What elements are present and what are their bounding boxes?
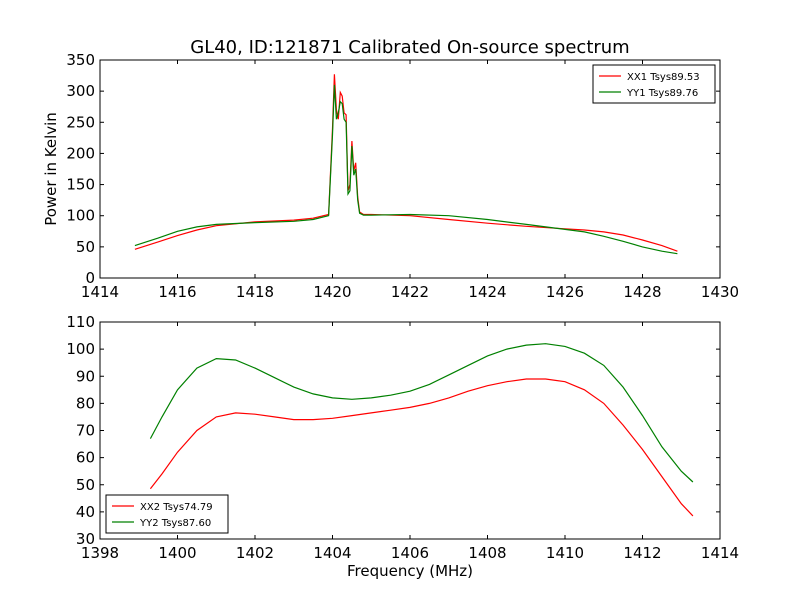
y-axis-label: Power in Kelvin bbox=[42, 112, 60, 226]
x-tick-label: 1430 bbox=[701, 283, 739, 301]
legend: XX2 Tsys74.79 YY2 Tsys87.60 bbox=[105, 494, 229, 534]
x-tick-label: 1406 bbox=[391, 544, 429, 562]
x-tick-label: 1420 bbox=[313, 283, 351, 301]
x-tick-label: 1424 bbox=[468, 283, 506, 301]
y-tick-label: 150 bbox=[66, 176, 95, 194]
x-tick-label: 1422 bbox=[391, 283, 429, 301]
bottom-panel: 1398 1400 1402 1404 1406 1408 1410 1412 1414 30 40… bbox=[66, 313, 739, 580]
y-tick-label: 0 bbox=[85, 269, 95, 287]
legend-box bbox=[592, 64, 716, 104]
x-tick-label: 1414 bbox=[81, 283, 119, 301]
y-tick-label: 200 bbox=[66, 144, 95, 162]
y-tick-label: 60 bbox=[76, 449, 95, 467]
y-tick-label: 300 bbox=[66, 82, 95, 100]
chart-title: GL40, ID:121871 Calibrated On-source spe… bbox=[190, 37, 629, 58]
legend-label: YY1 Tsys89.76 bbox=[626, 88, 698, 99]
legend-label: YY2 Tsys87.60 bbox=[139, 518, 211, 529]
y-tick-label: 250 bbox=[66, 113, 95, 131]
y-tick-label: 50 bbox=[76, 476, 95, 494]
series-line-1 bbox=[149, 378, 694, 517]
legend-label: XX1 Tsys89.53 bbox=[627, 72, 700, 83]
y-tick-label: 40 bbox=[76, 503, 95, 521]
y-tick-label: 350 bbox=[66, 51, 95, 69]
x-tick-label: 1400 bbox=[158, 544, 196, 562]
x-tick-label: 1402 bbox=[236, 544, 274, 562]
y-tick-label: 110 bbox=[66, 313, 95, 331]
series-line-2 bbox=[149, 343, 694, 483]
x-axis-label: Frequency (MHz) bbox=[347, 562, 473, 580]
legend-label: XX2 Tsys74.79 bbox=[140, 502, 213, 513]
legend: XX1 Tsys89.53 YY1 Tsys89.76 bbox=[592, 64, 716, 104]
y-tick-label: 50 bbox=[76, 238, 95, 256]
y-tick-label: 70 bbox=[76, 422, 95, 440]
x-tick-label: 1426 bbox=[546, 283, 584, 301]
legend-box bbox=[105, 494, 229, 534]
x-tick-label: 1418 bbox=[236, 283, 274, 301]
series-line-2 bbox=[134, 84, 678, 255]
y-tick-label: 80 bbox=[76, 394, 95, 412]
x-tick-label: 1416 bbox=[158, 283, 196, 301]
y-tick-label: 100 bbox=[66, 340, 95, 358]
x-tick-label: 1410 bbox=[546, 544, 584, 562]
x-tick-label: 1398 bbox=[81, 544, 119, 562]
x-tick-label: 1408 bbox=[468, 544, 506, 562]
x-tick-label: 1414 bbox=[701, 544, 739, 562]
top-panel: 1414 1416 1418 1420 1422 1424 1426 1428 1430 0 50 1… bbox=[42, 51, 739, 301]
y-tick-label: 30 bbox=[76, 530, 95, 548]
x-tick-label: 1412 bbox=[623, 544, 661, 562]
y-tick-label: 90 bbox=[76, 367, 95, 385]
x-tick-label: 1404 bbox=[313, 544, 351, 562]
y-tick-label: 100 bbox=[66, 207, 95, 225]
x-tick-label: 1428 bbox=[623, 283, 661, 301]
